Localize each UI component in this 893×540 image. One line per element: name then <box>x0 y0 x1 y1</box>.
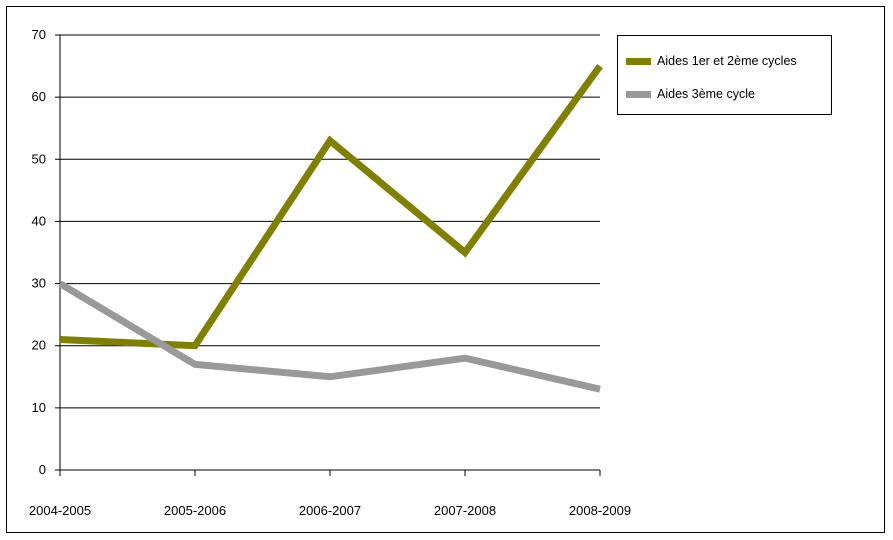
legend-label-series-1: Aides 1er et 2ème cycles <box>657 54 797 68</box>
y-tick-label: 40 <box>32 213 46 228</box>
y-tick-label: 60 <box>32 89 46 104</box>
legend-item-series-1: Aides 1er et 2ème cycles <box>626 53 797 69</box>
x-tick-label: 2008-2009 <box>569 503 631 518</box>
series-line-2 <box>58 280 601 393</box>
y-tick-label: 20 <box>32 338 46 353</box>
legend: Aides 1er et 2ème cycles Aides 3ème cycl… <box>617 35 832 115</box>
x-tick-label: 2006-2007 <box>299 503 361 518</box>
y-tick-label: 10 <box>32 400 46 415</box>
legend-label-series-2: Aides 3ème cycle <box>657 87 755 101</box>
legend-item-series-2: Aides 3ème cycle <box>626 86 755 102</box>
y-tick-label: 30 <box>32 276 46 291</box>
series-line-1 <box>59 64 603 350</box>
legend-swatch-series-1 <box>626 57 651 65</box>
y-tick-label: 70 <box>32 27 46 42</box>
legend-swatch-series-2 <box>626 90 651 98</box>
x-tick-label: 2004-2005 <box>29 503 91 518</box>
y-tick-label: 0 <box>39 462 46 477</box>
x-tick-label: 2007-2008 <box>434 503 496 518</box>
x-tick-label: 2005-2006 <box>164 503 226 518</box>
y-tick-label: 50 <box>32 151 46 166</box>
